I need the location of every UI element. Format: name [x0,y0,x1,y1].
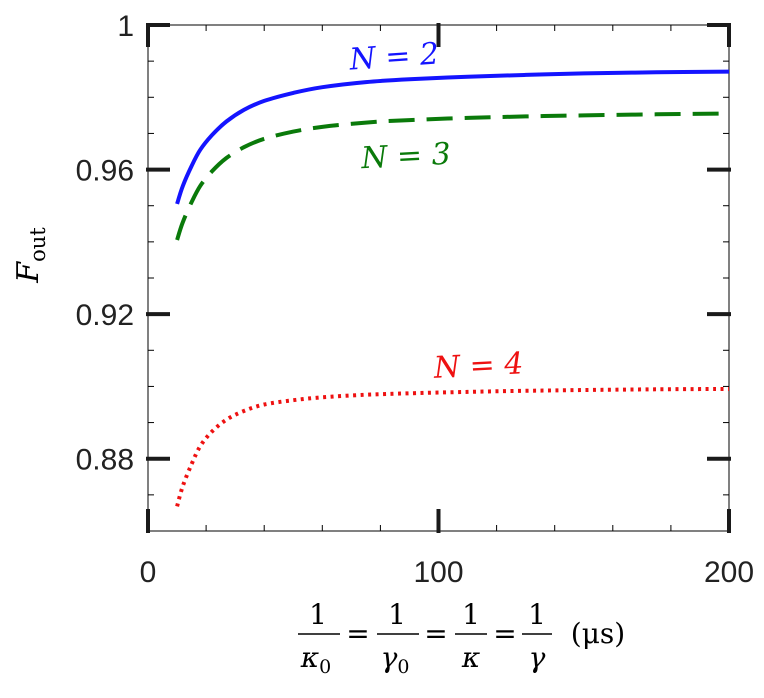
x-label-unit: (μs) [571,617,625,650]
svg-text:γ0: γ0 [381,641,410,678]
x-axis-label: 1 κ0 = 1 γ0 = 1 κ = 1 γ (μs) [298,598,625,678]
x-label-fraction-4: 1 γ [522,598,552,674]
series-label-n2: N = 2 [347,37,440,78]
y-tick-labels: 0.88 0.92 0.96 1 [76,10,134,477]
series-label-n3: N = 3 [359,137,451,177]
x-tick-labels: 0 100 200 [140,556,754,589]
series-line-n2 [175,69,730,205]
svg-text:κ: κ [461,641,480,674]
x-label-fraction-1: 1 κ0 [298,598,340,678]
x-label-fraction-3: 1 κ [455,598,487,674]
series-label-n4: N = 4 [432,346,524,386]
major-ticks [146,23,731,533]
y-label-main: F [11,261,46,284]
y-label-sub: out [26,227,50,262]
x-tick-label: 200 [704,556,754,589]
svg-text:κ0: κ0 [300,641,331,678]
x-tick-label: 0 [140,556,157,589]
svg-text:Fout: Fout [11,227,50,284]
x-frac2-den: γ [381,641,398,674]
y-tick-label: 0.96 [76,155,134,188]
x-frac4-den: γ [529,641,546,674]
x-frac4-num: 1 [528,598,546,631]
svg-text:γ: γ [529,641,546,674]
x-frac1-sub: 0 [319,656,331,678]
minor-ticks [147,24,730,532]
x-equals-2: = [424,617,447,650]
y-tick-label: 0.88 [76,444,134,477]
y-tick-label: 0.92 [76,299,134,332]
x-tick-label: 100 [413,556,463,589]
x-equals-1: = [346,617,369,650]
y-axis-label: Fout [11,227,50,284]
x-frac2-num: 1 [388,598,406,631]
x-frac2-sub: 0 [397,656,409,678]
series-line-n4 [175,387,730,507]
series-line-n3 [175,111,730,241]
plot-frame [147,24,730,532]
x-frac1-num: 1 [309,598,327,631]
x-frac3-den: κ [461,641,480,674]
x-frac1-den: κ [300,641,319,674]
series-labels: N = 2 N = 3 N = 4 [347,37,524,386]
y-tick-label: 1 [117,10,134,43]
x-label-fraction-2: 1 γ0 [377,598,419,678]
series-layer [175,69,730,507]
x-equals-3: = [493,617,516,650]
x-frac3-num: 1 [462,598,480,631]
